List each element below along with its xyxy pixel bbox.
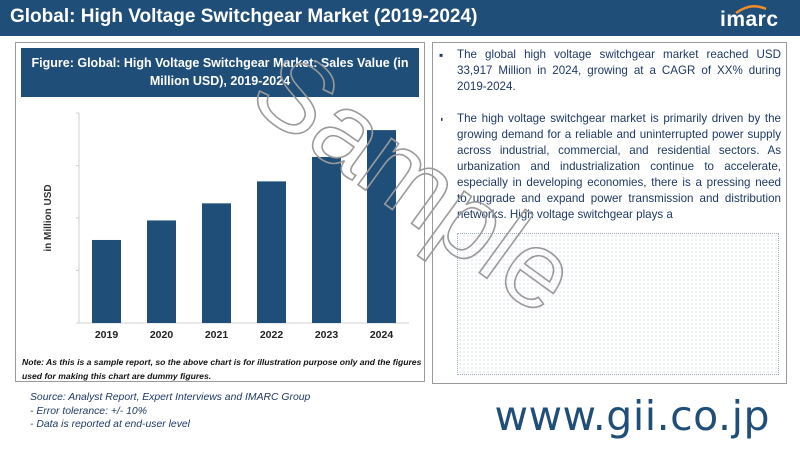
hidden-content-placeholder	[457, 233, 779, 375]
logo-text: imarc	[720, 8, 779, 31]
bar	[257, 181, 286, 323]
header-bar: Global: High Voltage Switchgear Market (…	[0, 0, 800, 36]
x-tick-label: 2020	[150, 329, 174, 341]
y-axis-label: in Million USD	[43, 184, 54, 251]
summary-text: The high voltage switchgear market is pr…	[457, 112, 781, 221]
bar-chart: in Million USD 2019 2020 2021 2022 2023 2024	[43, 112, 409, 341]
chart-panel: Figure: Global: High Voltage Switchgear …	[15, 42, 425, 382]
imarc-logo: imarc	[720, 5, 782, 32]
website-link[interactable]: www.gii.co.jp	[494, 392, 770, 440]
bar	[367, 130, 396, 323]
chart-title: Figure: Global: High Voltage Switchgear …	[21, 48, 419, 97]
x-tick-label: 2021	[205, 329, 229, 341]
bar	[202, 203, 231, 323]
bar	[147, 220, 176, 323]
x-tick-label: 2023	[315, 329, 339, 341]
summary-paragraph: ▪ The global high voltage switchgear mar…	[439, 47, 781, 95]
page-title: Global: High Voltage Switchgear Market (…	[10, 6, 478, 27]
source-line: - Data is reported at end-user level	[30, 419, 190, 430]
x-tick-label: 2019	[95, 329, 119, 341]
bar	[92, 239, 121, 323]
chart-note: Note: As this is a sample report, so the…	[22, 357, 422, 381]
x-tick-label: 2022	[260, 329, 284, 341]
source-notes: Source: Analyst Report, Expert Interview…	[30, 391, 310, 432]
source-line: - Error tolerance: +/- 10%	[30, 405, 147, 417]
summary-panel: ▪ The global high voltage switchgear mar…	[432, 42, 787, 384]
logo-swoosh-icon	[735, 5, 767, 14]
summary-paragraph: ▪ The high voltage switchgear market is …	[441, 111, 781, 231]
bullet-icon: ▪	[439, 48, 444, 62]
x-tick-label: 2024	[370, 329, 394, 341]
bar	[312, 156, 341, 323]
summary-text: The global high voltage switchgear marke…	[457, 48, 781, 93]
source-line: Source: Analyst Report, Expert Interview…	[30, 392, 311, 403]
bullet-icon: ▪	[441, 112, 444, 126]
